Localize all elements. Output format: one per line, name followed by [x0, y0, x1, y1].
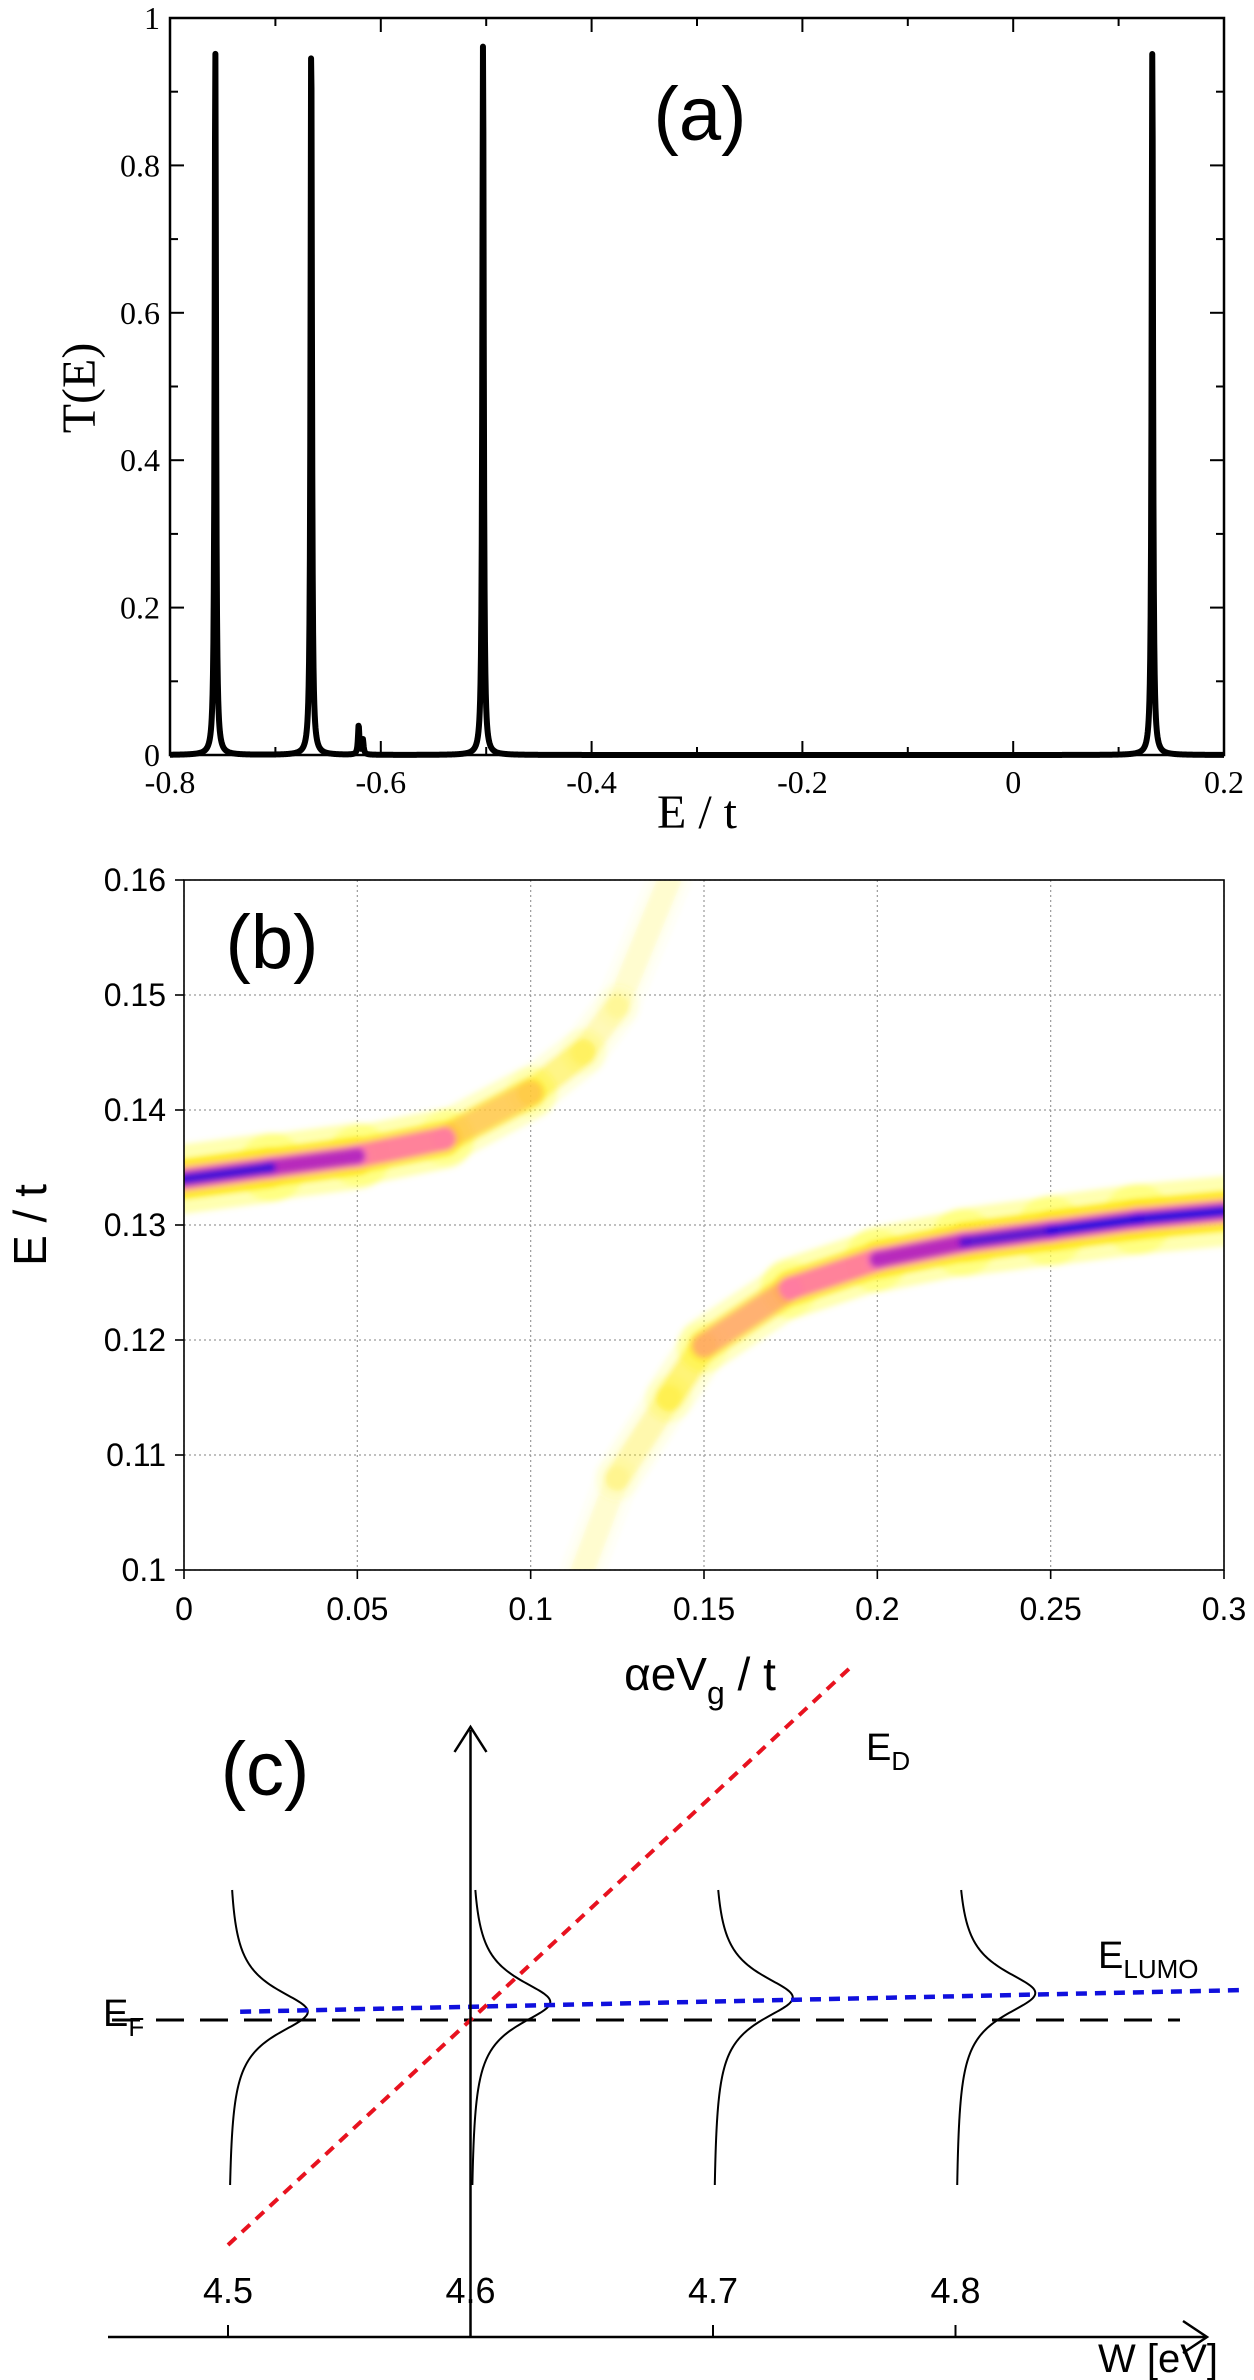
dirac-label-main: E: [866, 1727, 891, 1769]
panel-c-x-tick-label: 4.7: [688, 2270, 738, 2311]
lumo-line: [240, 1987, 1247, 2014]
heatmap-segment: [605, 880, 682, 1019]
panel-a-y-tick-label: 0.6: [120, 295, 160, 331]
panel-b-y-tick-label: 0.15: [104, 977, 166, 1013]
panel-c-x-tick-label: 4.6: [445, 2270, 495, 2311]
panel-b-y-tick-label: 0.14: [104, 1092, 166, 1128]
panel-b-x-tick-label: 0.1: [508, 1591, 552, 1627]
heatmap-segment: [432, 1080, 543, 1151]
x-title-main: αeV: [624, 1648, 707, 1700]
panel-a-x-tick-label: -0.2: [777, 764, 828, 800]
panel-c-x-tick-label: 4.8: [930, 2270, 980, 2311]
panel-b-x-tick-label: 0.25: [1020, 1591, 1082, 1627]
panel-b-y-axis-title: E / t: [4, 1184, 56, 1266]
panel-a-transmission-plot: -0.8 -0.6 -0.4 -0.2 0 0.2 0 0.2 0.4 0.6 0.8 1 (a) E…: [53, 0, 1244, 839]
resonance-curve-4: [956, 1889, 1037, 2186]
panel-c-energy-diagram: (c) 4.5 4.6 4.7 4.8 W [eV] EF ED ELUMO: [103, 1665, 1247, 2380]
resonance-curve-1: [229, 1889, 309, 2186]
panel-c-axes: [108, 1724, 1210, 2355]
heatmap-segment: [869, 1234, 972, 1268]
heatmap-branch-2: [562, 1176, 1224, 1570]
panel-b-heatmap: 0 0.05 0.1 0.15 0.2 0.25 0.3 0.1 0.11 0.12 0.13 0.1…: [4, 862, 1246, 1711]
panel-a-x-tick-label: -0.6: [355, 764, 406, 800]
dirac-label: ED: [866, 1727, 910, 1776]
panel-a-y-tick-label: 1: [144, 0, 160, 36]
panel-a-x-tick-label: -0.8: [145, 764, 196, 800]
heatmap-segment: [959, 1225, 1056, 1248]
panel-b-x-tick-label: 0: [175, 1591, 193, 1627]
panel-c-y-axis-arrowhead: [453, 1724, 488, 1753]
panel-b-tick-labels: 0 0.05 0.1 0.15 0.2 0.25 0.3 0.1 0.11 0.12 0.13 0.1…: [104, 862, 1247, 1627]
panel-b-x-axis-title: αeVg / t: [624, 1648, 776, 1711]
heatmap-segment: [345, 1126, 456, 1168]
resonance-curve-3: [713, 1889, 794, 2186]
heatmap-segment: [262, 1148, 366, 1176]
lumo-label-sub: LUMO: [1123, 1954, 1198, 1984]
lumo-label-main: E: [1098, 1935, 1123, 1977]
panel-b-heatmap-bands: [184, 880, 1224, 1570]
panel-a-y-tick-label: 0.8: [120, 147, 160, 183]
panel-c-x-axis-title: W [eV]: [1098, 2337, 1218, 2380]
heatmap-segment: [604, 1384, 682, 1491]
panel-b-x-tick-label: 0.3: [1202, 1591, 1246, 1627]
lumo-label: ELUMO: [1098, 1935, 1198, 1984]
panel-b-x-tick-label: 0.05: [326, 1591, 388, 1627]
panel-a-label: (a): [654, 72, 747, 157]
panel-b-y-tick-label: 0.12: [104, 1322, 166, 1358]
panel-b-y-tick-label: 0.11: [106, 1437, 166, 1473]
x-title-tail: / t: [725, 1648, 776, 1700]
fermi-label: EF: [103, 1993, 144, 2042]
panel-a-y-tick-label: 0: [144, 737, 160, 773]
panel-b-ticks: [175, 879, 1225, 1579]
heatmap-segment: [570, 1466, 630, 1570]
panel-a-y-tick-label: 0.2: [120, 590, 160, 626]
heatmap-segment: [1045, 1214, 1143, 1236]
panel-b-x-tick-label: 0.15: [673, 1591, 735, 1627]
panel-c-resonance-curves: [229, 1889, 1037, 2186]
fermi-label-main: E: [103, 1993, 128, 2035]
heatmap-segment: [184, 1162, 276, 1184]
fermi-label-sub: F: [128, 2012, 144, 2042]
panel-a-tick-labels: -0.8 -0.6 -0.4 -0.2 0 0.2 0 0.2 0.4 0.6 0.8 1: [120, 0, 1244, 800]
panel-b-y-tick-label: 0.16: [104, 862, 166, 898]
panel-a-y-tick-label: 0.4: [120, 442, 160, 478]
x-title-sub: g: [707, 1675, 725, 1711]
panel-a-x-tick-label: -0.4: [566, 764, 617, 800]
heatmap-branch-1: [184, 880, 690, 1214]
panel-b-x-tick-label: 0.2: [855, 1591, 899, 1627]
panel-c-x-axis-arrowhead: [1182, 2319, 1210, 2355]
panel-c-label: (c): [221, 1727, 310, 1812]
panel-a-transmission-curve: [167, 43, 1227, 758]
heatmap-segment: [692, 1276, 803, 1358]
panel-b-y-tick-label: 0.1: [122, 1552, 166, 1588]
panel-a-x-axis-title: E / t: [657, 786, 738, 839]
panel-b-label: (b): [226, 900, 319, 985]
panel-c-tick-labels: 4.5 4.6 4.7 4.8: [203, 2270, 981, 2311]
panel-a-x-tick-label: 0.2: [1204, 764, 1244, 800]
panel-b-y-tick-label: 0.13: [104, 1207, 166, 1243]
dirac-point-line: [226, 1665, 853, 2247]
heatmap-segment: [778, 1247, 890, 1301]
panel-c-x-tick-label: 4.5: [203, 2270, 253, 2311]
heatmap-segment: [1132, 1206, 1224, 1225]
resonance-curve-2: [471, 1889, 552, 2186]
panel-a-y-axis-title: T(E): [53, 343, 106, 434]
panel-a-x-tick-label: 0: [1005, 764, 1021, 800]
dirac-label-sub: D: [891, 1746, 910, 1776]
